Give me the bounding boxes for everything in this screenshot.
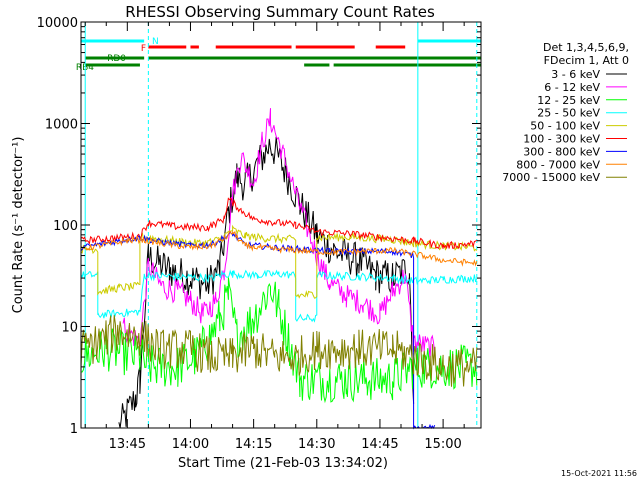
legend-header-line-2: FDecim 1, Att 0 — [544, 54, 629, 67]
y-tick-label: 1 — [70, 422, 78, 437]
legend-label: 6 - 12 keV — [544, 81, 600, 94]
x-tick-label: 13:45 — [109, 437, 146, 452]
flag-label-f: F — [141, 44, 146, 54]
series-line-1 — [122, 108, 436, 360]
flag-bars: NFRD0RB4 — [76, 37, 481, 73]
series-lines — [80, 108, 478, 430]
legend-label: 50 - 100 keV — [530, 120, 600, 133]
x-tick-label: 14:15 — [235, 437, 272, 452]
series-line-3 — [80, 269, 478, 323]
y-axis-label: Count Rate (s⁻¹ detector⁻¹) — [11, 137, 26, 314]
flag-label-rd: RD0 — [107, 54, 126, 64]
legend-label: 800 - 7000 keV — [516, 158, 600, 171]
y-tick-label: 10000 — [37, 16, 78, 31]
flag-label-n: N — [152, 37, 159, 47]
legend-label: 7000 - 15000 keV — [502, 171, 600, 184]
legend-label: 3 - 6 keV — [551, 68, 600, 81]
legend-label: 300 - 800 keV — [523, 145, 600, 158]
x-tick-label: 15:00 — [424, 437, 461, 452]
x-tick-label: 14:00 — [172, 437, 209, 452]
legend-header-line-1: Det 1,3,4,5,6,9, — [543, 41, 629, 54]
x-tick-label: 14:30 — [298, 437, 335, 452]
series-line-0 — [118, 136, 415, 429]
x-axis-ticks: 13:45 14:00 14:15 14:30 14:45 15:00 — [84, 22, 465, 452]
series-line-8 — [80, 315, 478, 387]
footer-date: 15-Oct-2021 11:56 — [561, 469, 637, 478]
legend-label: 100 - 300 keV — [523, 133, 600, 146]
y-tick-label: 1000 — [45, 118, 78, 133]
y-tick-label: 100 — [53, 219, 78, 234]
series-line-7 — [80, 230, 478, 267]
legend-label: 12 - 25 keV — [537, 94, 600, 107]
series-line-2 — [80, 277, 478, 404]
x-axis-label: Start Time (21-Feb-03 13:34:02) — [178, 456, 388, 471]
y-tick-label: 10 — [61, 321, 78, 336]
x-tick-label: 14:45 — [361, 437, 398, 452]
y-axis-ticks: 1 10 100 1000 10000 — [37, 16, 481, 437]
series-line-5 — [80, 197, 478, 250]
chart-title: RHESSI Observing Summary Count Rates — [125, 3, 435, 21]
legend-label: 25 - 50 keV — [537, 107, 600, 120]
